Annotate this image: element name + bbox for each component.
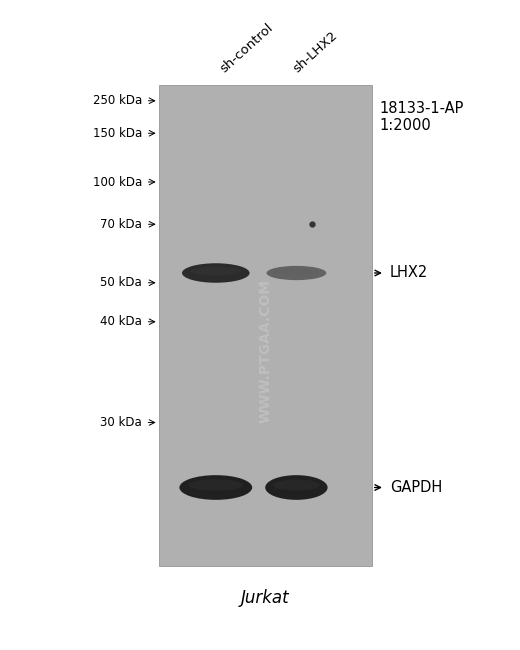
Ellipse shape xyxy=(267,266,327,280)
Text: 150 kDa: 150 kDa xyxy=(93,127,142,140)
Text: WWW.PTGAA.COM: WWW.PTGAA.COM xyxy=(258,279,272,423)
Text: sh-LHX2: sh-LHX2 xyxy=(290,29,340,75)
Ellipse shape xyxy=(274,268,319,275)
Ellipse shape xyxy=(182,263,250,283)
Text: LHX2: LHX2 xyxy=(390,265,428,281)
Text: 250 kDa: 250 kDa xyxy=(93,94,142,107)
Text: 40 kDa: 40 kDa xyxy=(100,315,142,328)
Text: 50 kDa: 50 kDa xyxy=(100,276,142,289)
Ellipse shape xyxy=(190,266,241,276)
Text: Jurkat: Jurkat xyxy=(241,589,290,607)
Text: 70 kDa: 70 kDa xyxy=(100,218,142,231)
Text: 30 kDa: 30 kDa xyxy=(100,416,142,429)
Ellipse shape xyxy=(273,480,320,491)
Text: 18133-1-AP
1:2000: 18133-1-AP 1:2000 xyxy=(380,101,464,133)
Text: GAPDH: GAPDH xyxy=(390,480,442,495)
Bar xyxy=(159,84,372,566)
Ellipse shape xyxy=(265,475,328,500)
Ellipse shape xyxy=(188,480,243,491)
Ellipse shape xyxy=(179,475,252,500)
Text: 100 kDa: 100 kDa xyxy=(93,176,142,188)
Text: sh-control: sh-control xyxy=(217,21,276,75)
